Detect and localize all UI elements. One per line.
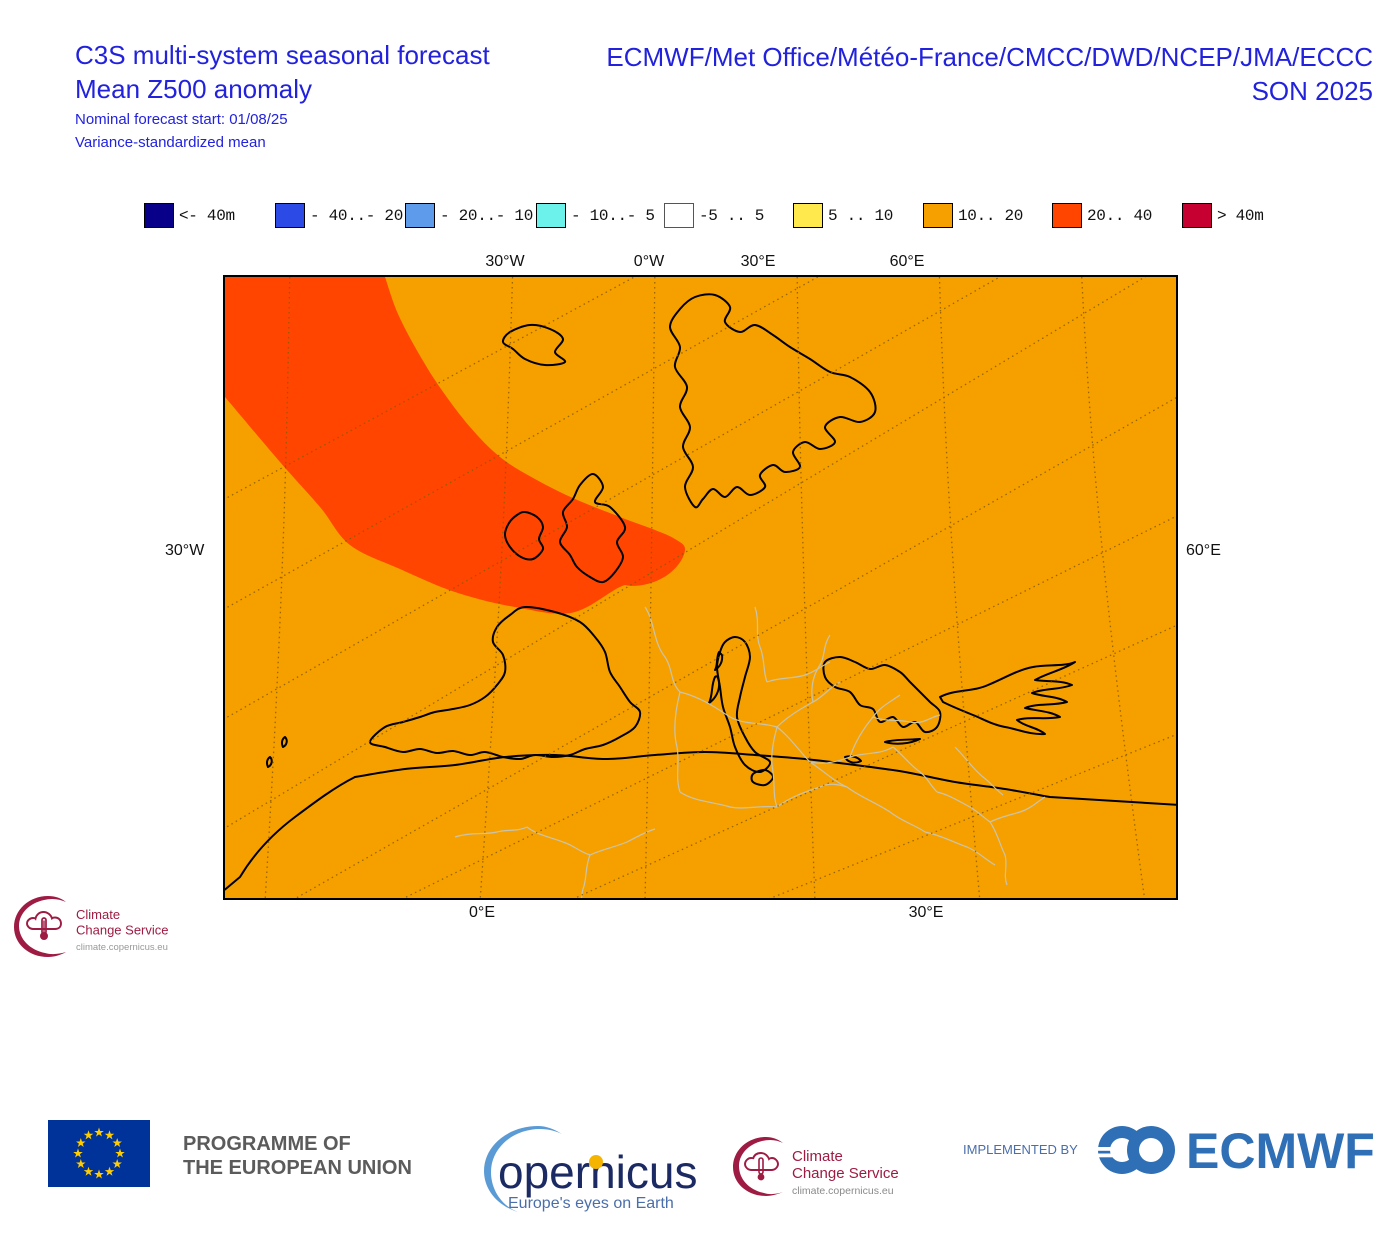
svg-text:Change Service: Change Service xyxy=(76,923,169,938)
svg-text:Change Service: Change Service xyxy=(792,1165,899,1182)
svg-text:Climate: Climate xyxy=(792,1148,843,1165)
svg-text:PROGRAMME OF: PROGRAMME OF xyxy=(183,1133,351,1155)
svg-text:THE EUROPEAN UNION: THE EUROPEAN UNION xyxy=(183,1157,412,1179)
svg-text:climate.copernicus.eu: climate.copernicus.eu xyxy=(792,1185,894,1197)
svg-text:ECMWF: ECMWF xyxy=(1186,1123,1375,1179)
svg-text:climate.copernicus.eu: climate.copernicus.eu xyxy=(76,942,168,953)
svg-text:Europe's eyes on Earth: Europe's eyes on Earth xyxy=(508,1195,674,1212)
svg-text:opernicus: opernicus xyxy=(498,1146,697,1198)
svg-text:IMPLEMENTED BY: IMPLEMENTED BY xyxy=(963,1142,1078,1157)
svg-text:Climate: Climate xyxy=(76,907,120,922)
